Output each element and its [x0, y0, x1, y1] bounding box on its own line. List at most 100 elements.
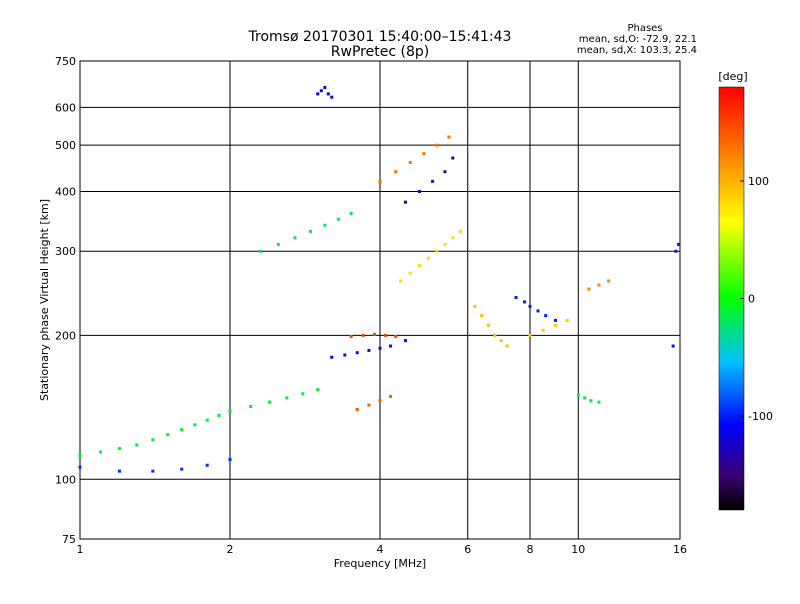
- y-tick-label: 100: [55, 473, 76, 486]
- y-tick-label: 75: [62, 533, 76, 546]
- data-point: [536, 309, 540, 313]
- data-point: [276, 242, 280, 246]
- data-point: [330, 95, 334, 99]
- data-point: [389, 344, 393, 348]
- data-point: [336, 217, 340, 221]
- y-tick-labels: 75 100 200 300 400 500 600 750: [55, 55, 76, 546]
- data-point: [431, 179, 435, 183]
- data-point: [408, 271, 412, 275]
- data-point: [403, 200, 407, 204]
- data-point: [293, 236, 297, 240]
- data-point: [394, 170, 398, 174]
- data-point: [394, 334, 398, 338]
- data-point: [435, 143, 439, 147]
- data-point: [576, 393, 580, 397]
- data-point: [493, 333, 497, 337]
- data-point: [316, 92, 320, 96]
- data-point: [674, 249, 678, 253]
- data-point: [417, 189, 421, 193]
- data-point: [267, 400, 271, 404]
- colorbar-tick-label: -100: [748, 410, 773, 423]
- data-point: [373, 332, 377, 336]
- data-point: [528, 304, 532, 308]
- data-point: [301, 392, 305, 396]
- x-tick-label: 1: [77, 543, 84, 556]
- data-point: [205, 418, 209, 422]
- colorbar-tick-label: 0: [748, 293, 755, 306]
- data-point: [117, 446, 121, 450]
- data-point: [308, 229, 312, 233]
- data-point: [355, 407, 359, 411]
- data-point: [355, 351, 359, 355]
- data-point: [443, 242, 447, 246]
- data-point: [378, 346, 382, 350]
- y-tick-label: 500: [55, 139, 76, 152]
- data-point: [228, 409, 232, 413]
- data-point: [151, 438, 155, 442]
- data-point: [399, 279, 403, 283]
- data-point: [408, 160, 412, 164]
- data-point: [323, 223, 327, 227]
- y-tick-label: 400: [55, 185, 76, 198]
- data-point: [553, 318, 557, 322]
- data-point: [180, 428, 184, 432]
- data-point: [589, 399, 593, 403]
- data-point: [166, 433, 170, 437]
- data-point: [528, 333, 532, 337]
- data-point: [378, 179, 382, 183]
- data-point: [422, 152, 426, 156]
- data-point: [193, 423, 197, 427]
- data-point: [597, 400, 601, 404]
- colorbar-ticks: 100 0 -100: [740, 175, 773, 423]
- data-point: [473, 304, 477, 308]
- x-tick-label: 4: [377, 543, 384, 556]
- data-point: [565, 318, 569, 322]
- colorbar-tick-label: 100: [748, 175, 769, 188]
- data-point: [343, 353, 347, 357]
- data-point: [544, 314, 548, 318]
- x-axis-label: Frequency [MHz]: [334, 557, 426, 570]
- data-point: [285, 396, 289, 400]
- phase-stats-x: mean, sd,X: 103.3, 25.4: [577, 45, 697, 56]
- x-tick-label: 10: [571, 543, 585, 556]
- colorbar-label: [deg]: [718, 70, 747, 83]
- data-point: [316, 388, 320, 392]
- data-point: [217, 413, 221, 417]
- data-point: [587, 287, 591, 291]
- data-point: [228, 457, 232, 461]
- data-point: [326, 92, 330, 96]
- data-point: [597, 283, 601, 287]
- x-tick-label: 16: [673, 543, 687, 556]
- data-point: [323, 86, 327, 90]
- data-point: [435, 249, 439, 253]
- data-point: [349, 334, 353, 338]
- data-point: [78, 454, 82, 458]
- data-point: [523, 300, 527, 304]
- x-tick-label: 2: [227, 543, 234, 556]
- data-point: [135, 443, 139, 447]
- y-tick-label: 600: [55, 101, 76, 114]
- data-point: [677, 242, 681, 246]
- colorbar: [deg] 100 0 -100: [718, 70, 773, 511]
- data-point: [205, 463, 209, 467]
- data-point: [458, 229, 462, 233]
- data-point: [330, 355, 334, 359]
- x-tick-label: 8: [527, 543, 534, 556]
- y-tick-label: 300: [55, 245, 76, 258]
- data-point: [378, 399, 382, 403]
- data-point: [349, 211, 353, 215]
- data-point: [319, 89, 323, 93]
- x-tick-labels: 1 2 4 6 8 10 16: [77, 543, 688, 556]
- data-point: [249, 404, 253, 408]
- data-point: [367, 348, 371, 352]
- data-point: [151, 469, 155, 473]
- data-point: [117, 469, 121, 473]
- y-tick-label: 200: [55, 329, 76, 342]
- data-point: [389, 394, 393, 398]
- phase-stats-o: mean, sd,O: -72.9, 22.1: [579, 34, 697, 45]
- data-point: [180, 467, 184, 471]
- phase-stats-heading: Phases: [627, 23, 662, 34]
- data-point: [99, 450, 103, 454]
- y-axis-label: Stationary phase Virtual Height [km]: [38, 199, 51, 401]
